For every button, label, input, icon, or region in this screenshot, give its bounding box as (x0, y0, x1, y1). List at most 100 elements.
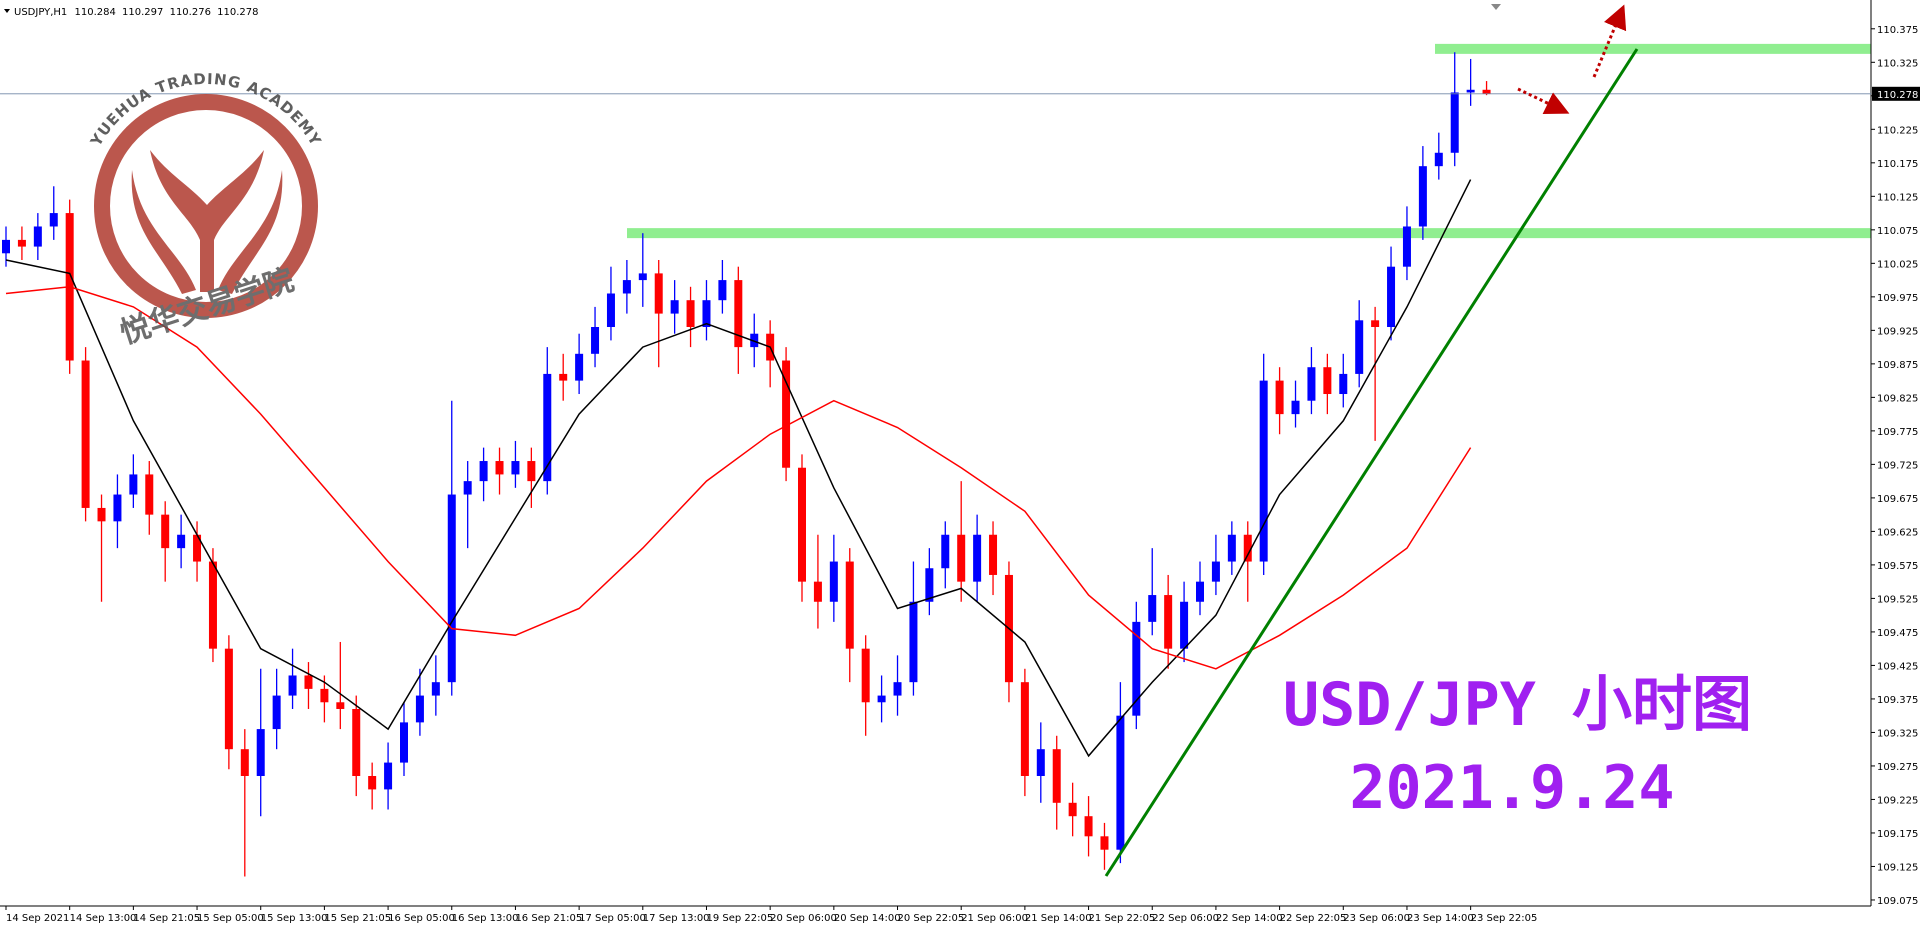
candle-body (813, 581, 822, 602)
logo-ring (94, 94, 318, 318)
x-tick-label: 17 Sep 05:00 (579, 913, 646, 924)
y-tick-label: 109.275 (1877, 762, 1918, 773)
header-open: 110.284 (74, 7, 115, 18)
candle-body (1132, 621, 1141, 716)
candle-body (1052, 749, 1061, 803)
y-tick-label: 110.125 (1877, 192, 1918, 203)
y-tick-label: 109.125 (1877, 862, 1918, 873)
candle-body (415, 695, 424, 723)
x-tick-label: 14 Sep 2021 (6, 913, 69, 924)
candle-body (861, 648, 870, 703)
x-tick-label: 17 Sep 13:00 (643, 913, 710, 924)
y-tick-label: 110.075 (1877, 226, 1918, 237)
x-tick-label: 20 Sep 22:05 (898, 913, 965, 924)
candle-body (575, 353, 584, 381)
y-tick-label: 109.625 (1877, 527, 1918, 538)
y-tick-label: 110.375 (1877, 25, 1918, 36)
candle-body (989, 534, 998, 575)
candle-body (1148, 595, 1157, 622)
header: USDJPY,H1 110.284 110.297 110.276 110.27… (14, 7, 258, 18)
y-tick-label: 109.975 (1877, 293, 1918, 304)
candle-body (1307, 367, 1316, 401)
trend-line (1104, 48, 1639, 877)
candle-body (1068, 802, 1077, 817)
candle-body (559, 373, 568, 381)
candle-body (909, 601, 918, 683)
y-tick-label: 109.525 (1877, 594, 1918, 605)
candle-body (113, 494, 122, 522)
y-tick-label: 109.575 (1877, 561, 1918, 572)
y-tick-label: 109.675 (1877, 494, 1918, 505)
x-tick-label: 14 Sep 21:05 (133, 913, 200, 924)
candle-body (161, 514, 170, 549)
header-high: 110.297 (122, 7, 163, 18)
candle-body (845, 561, 854, 649)
y-tick-label: 109.925 (1877, 326, 1918, 337)
x-tick-label: 23 Sep 14:00 (1407, 913, 1474, 924)
candle-body (1036, 749, 1045, 776)
candle-body (1387, 266, 1396, 328)
x-tick-label: 22 Sep 22:05 (1280, 913, 1347, 924)
y-tick-label: 109.375 (1877, 695, 1918, 706)
x-tick-label: 15 Sep 05:00 (197, 913, 264, 924)
candle-body (1116, 715, 1125, 850)
candle-body (288, 675, 297, 696)
moving-average (5, 179, 1472, 758)
candle-body (304, 675, 313, 689)
candle-body (352, 708, 361, 776)
candle-body (256, 729, 265, 776)
candle-body (941, 534, 950, 569)
candle-body (1434, 152, 1443, 167)
y-tick-label: 110.025 (1877, 259, 1918, 270)
candle-body (2, 239, 10, 254)
x-tick-label: 15 Sep 21:05 (324, 913, 391, 924)
y-tick-label: 109.225 (1877, 795, 1918, 806)
candle-body (527, 461, 536, 482)
candle-body (17, 239, 26, 247)
candle-body (336, 702, 345, 709)
candle-body (702, 300, 711, 328)
candle-body (193, 534, 202, 562)
candle-body (208, 561, 217, 649)
x-tick-label: 21 Sep 22:05 (1089, 913, 1156, 924)
candle-body (1180, 601, 1189, 649)
candle-body (734, 280, 743, 348)
candle-body (1259, 380, 1268, 562)
candle-body (1418, 166, 1427, 227)
candle-body (368, 775, 377, 790)
x-tick-label: 16 Sep 05:00 (388, 913, 455, 924)
candle-body (240, 749, 249, 776)
candle-body (81, 360, 90, 508)
candle-body (798, 467, 806, 582)
candle-body (1164, 595, 1173, 649)
x-tick-label: 20 Sep 14:00 (834, 913, 901, 924)
candle-body (1323, 367, 1332, 395)
candle-body (1020, 682, 1029, 776)
candle-body (591, 327, 600, 354)
y-tick-label: 109.825 (1877, 393, 1918, 404)
candle-body (893, 682, 902, 696)
candle-body (400, 722, 408, 763)
candle-body (1227, 534, 1236, 562)
candle-body (750, 333, 759, 348)
y-tick-label: 110.175 (1877, 159, 1918, 170)
x-tick-label: 23 Sep 22:05 (1471, 913, 1538, 924)
candle-body (431, 682, 440, 696)
candle-body (1466, 89, 1475, 93)
x-tick-label: 16 Sep 21:05 (515, 913, 582, 924)
candle-body (495, 461, 504, 475)
price-label: 110.278 (1877, 90, 1918, 101)
candle-body (1291, 400, 1300, 415)
shift-marker (1491, 4, 1501, 10)
overlay-date: 2021.9.24 (1349, 753, 1674, 823)
candle-body (224, 648, 233, 750)
moving-average (5, 286, 1472, 670)
candle-body (1211, 561, 1220, 582)
header-icon (4, 9, 10, 13)
candle-body (973, 534, 982, 582)
y-tick-label: 109.775 (1877, 427, 1918, 438)
logo-leaves (131, 170, 283, 294)
candle-body (1084, 816, 1093, 837)
